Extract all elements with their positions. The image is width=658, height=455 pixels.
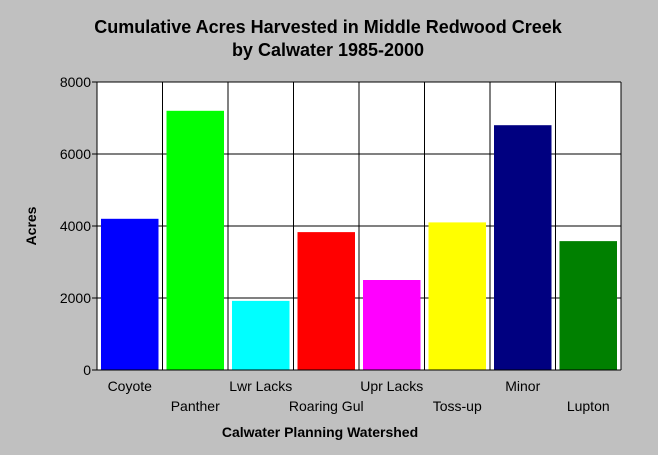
y-tick-label: 0: [83, 362, 91, 378]
bar-roaring-gul: [297, 232, 355, 370]
bar-panther: [166, 110, 224, 371]
y-tick-label: 2000: [60, 290, 91, 306]
x-tick-label: Toss-up: [433, 398, 482, 414]
x-tick-label: Lwr Lacks: [229, 378, 292, 394]
bars: [101, 110, 617, 371]
bar-coyote: [101, 218, 159, 370]
x-tick-label: Panther: [171, 398, 220, 414]
y-tick-label: 8000: [60, 74, 91, 90]
y-axis-ticks: 0 2000 4000 6000 8000: [60, 74, 97, 378]
bar-lupton: [559, 241, 617, 370]
bar-toss-up: [428, 222, 486, 370]
x-tick-label: Upr Lacks: [360, 378, 423, 394]
y-tick-label: 6000: [60, 146, 91, 162]
x-tick-label: Roaring Gul: [289, 398, 364, 414]
bar-lwr-lacks: [232, 300, 290, 370]
x-axis-ticks: Coyote Panther Lwr Lacks Roaring Gul Upr Lac…: [108, 378, 610, 414]
x-axis-title: Calwater Planning Watershed: [222, 424, 418, 440]
y-axis-title: Acres: [23, 206, 39, 245]
x-tick-label: Minor: [505, 378, 540, 394]
bar-upr-lacks: [363, 280, 421, 370]
x-tick-label: Lupton: [567, 398, 610, 414]
bar-minor: [494, 125, 552, 370]
y-tick-label: 4000: [60, 218, 91, 234]
x-tick-label: Coyote: [108, 378, 153, 394]
chart-title: Cumulative Acres Harvested in Middle Red…: [94, 17, 562, 37]
chart-subtitle: by Calwater 1985-2000: [232, 40, 424, 60]
